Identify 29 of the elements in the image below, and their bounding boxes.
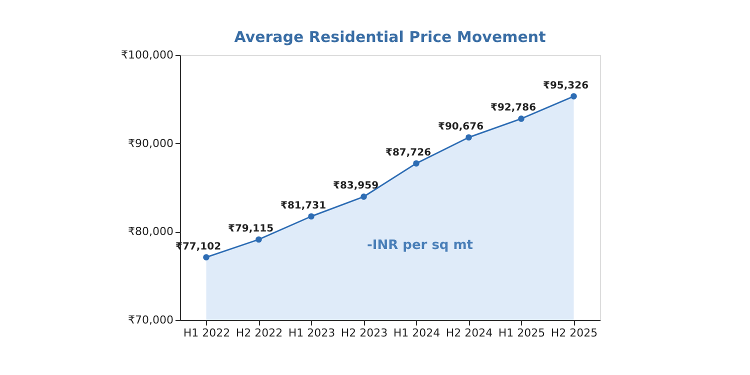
point xyxy=(360,194,367,200)
text: ₹81,731 xyxy=(280,200,326,212)
y-tick-label: ₹70,000 xyxy=(128,314,174,326)
x-tick-label: H1 2025 xyxy=(498,326,546,340)
point xyxy=(203,254,210,260)
x-tick-label: H2 2024 xyxy=(446,326,493,340)
text: ₹79,115 xyxy=(228,223,274,234)
text: ₹90,676 xyxy=(438,121,484,132)
point xyxy=(518,116,524,122)
text: ₹95,326 xyxy=(542,80,589,92)
x-tick-label: H1 2022 xyxy=(183,326,230,340)
y-tick-label: ₹80,000 xyxy=(128,225,174,238)
y-tick-label: ₹90,000 xyxy=(128,136,174,150)
x-tick-label: H1 2024 xyxy=(393,326,440,340)
text: ₹83,959 xyxy=(332,180,379,192)
text: ₹92,786 xyxy=(490,102,536,114)
annotation: -INR per sq mt xyxy=(366,238,474,253)
point xyxy=(466,134,472,141)
x-tick-label: H2 2022 xyxy=(236,326,283,340)
text: ₹87,726 xyxy=(385,147,432,158)
chart-title: Average Residential Price Movement xyxy=(234,28,546,46)
point xyxy=(308,213,314,220)
point xyxy=(570,93,577,100)
point xyxy=(413,160,420,167)
x-tick-label: H2 2025 xyxy=(550,326,598,340)
y-tick-label: ₹100,000 xyxy=(121,48,174,62)
x-tick-label: H1 2023 xyxy=(288,326,336,340)
x-tick-label: H2 2023 xyxy=(340,326,388,340)
point xyxy=(256,236,262,243)
